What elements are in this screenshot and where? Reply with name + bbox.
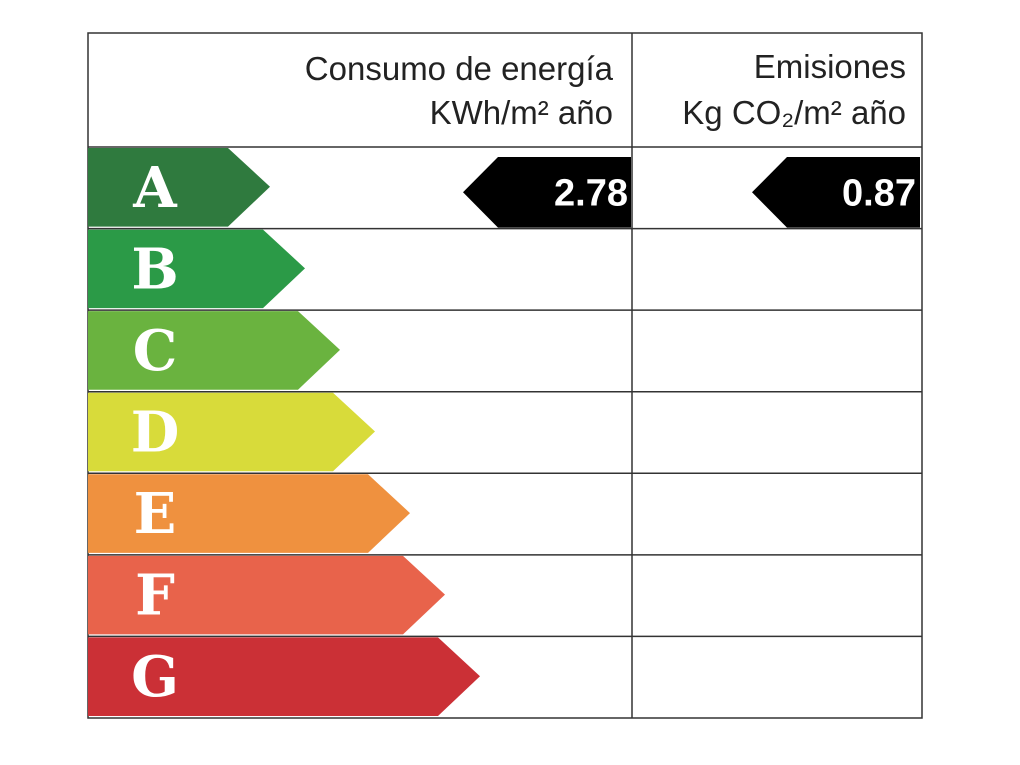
rating-arrow	[88, 311, 340, 390]
emissions-title: Emisiones	[754, 48, 906, 85]
rating-arrow	[88, 474, 410, 553]
rating-arrow	[88, 148, 270, 227]
rating-letter: E	[134, 481, 177, 547]
rating-arrow	[88, 229, 305, 309]
emissions-indicator	[752, 157, 920, 228]
energy-indicator	[463, 157, 631, 228]
rating-letter: A	[132, 155, 178, 221]
emissions-value: 0.87	[842, 172, 916, 214]
rating-letter: F	[135, 563, 175, 629]
energy-unit: KWh/m² año	[430, 94, 613, 131]
rating-letter: C	[133, 318, 178, 384]
rating-arrow	[88, 555, 445, 635]
energy-title: Consumo de energía	[305, 50, 614, 87]
rating-letter: D	[131, 400, 180, 466]
emissions-unit: Kg CO₂/m² año	[682, 94, 906, 131]
energy-value: 2.78	[554, 172, 628, 214]
rating-letter: B	[131, 236, 178, 302]
rating-arrow	[88, 392, 375, 472]
rating-letter: G	[131, 644, 179, 710]
rating-arrow	[88, 637, 480, 716]
